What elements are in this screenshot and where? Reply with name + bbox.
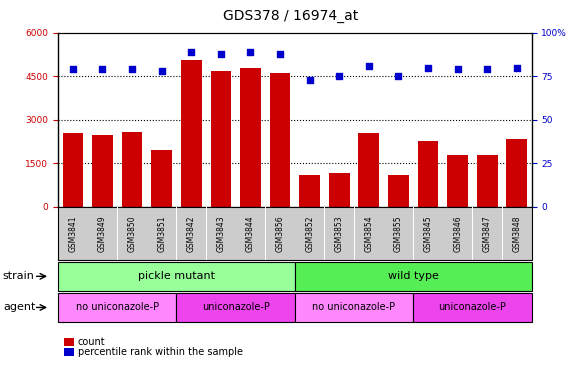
Bar [210, 71, 231, 207]
Bar [418, 141, 439, 207]
Point [512, 65, 522, 71]
Bar [299, 175, 320, 207]
Bar [270, 73, 290, 207]
Text: uniconazole-P: uniconazole-P [202, 302, 270, 313]
Point [453, 67, 462, 72]
Text: no uniconazole-P: no uniconazole-P [313, 302, 396, 313]
Text: GSM3853: GSM3853 [335, 215, 344, 252]
Text: GSM3851: GSM3851 [157, 215, 166, 251]
Text: GSM3850: GSM3850 [128, 215, 137, 252]
Bar [151, 150, 172, 207]
Point [394, 74, 403, 79]
Text: GSM3844: GSM3844 [246, 215, 255, 252]
Point [305, 77, 314, 83]
Bar [388, 175, 409, 207]
Text: GSM3848: GSM3848 [512, 215, 521, 251]
Text: strain: strain [3, 271, 35, 281]
Bar [447, 155, 468, 207]
Text: GSM3847: GSM3847 [483, 215, 492, 252]
Text: no uniconazole-P: no uniconazole-P [76, 302, 159, 313]
Text: GSM3843: GSM3843 [216, 215, 225, 252]
Bar [358, 132, 379, 207]
Bar [63, 133, 83, 207]
Text: wild type: wild type [388, 271, 439, 281]
Point [424, 65, 433, 71]
Text: GDS378 / 16974_at: GDS378 / 16974_at [223, 9, 358, 23]
Text: GSM3856: GSM3856 [275, 215, 285, 252]
Point [335, 74, 344, 79]
Text: pickle mutant: pickle mutant [138, 271, 215, 281]
Text: GSM3841: GSM3841 [69, 215, 77, 251]
Point [127, 67, 137, 72]
Point [187, 49, 196, 55]
Point [98, 67, 107, 72]
Text: GSM3846: GSM3846 [453, 215, 462, 252]
Text: GSM3854: GSM3854 [364, 215, 374, 252]
Point [483, 67, 492, 72]
Bar [240, 68, 261, 207]
Point [157, 68, 166, 74]
Text: GSM3849: GSM3849 [98, 215, 107, 252]
Text: GSM3852: GSM3852 [305, 215, 314, 251]
Text: GSM3855: GSM3855 [394, 215, 403, 252]
Point [216, 51, 225, 57]
Bar [92, 135, 113, 207]
Text: uniconazole-P: uniconazole-P [439, 302, 507, 313]
Text: GSM3845: GSM3845 [424, 215, 432, 252]
Bar [181, 60, 202, 207]
Text: GSM3842: GSM3842 [187, 215, 196, 251]
Text: agent: agent [3, 302, 35, 313]
Text: percentile rank within the sample: percentile rank within the sample [78, 347, 243, 357]
Bar [477, 155, 497, 207]
Point [246, 49, 255, 55]
Text: count: count [78, 337, 106, 347]
Bar [122, 132, 142, 207]
Point [275, 51, 285, 57]
Point [364, 63, 374, 69]
Bar [329, 173, 350, 207]
Point [68, 67, 77, 72]
Bar [507, 139, 527, 207]
